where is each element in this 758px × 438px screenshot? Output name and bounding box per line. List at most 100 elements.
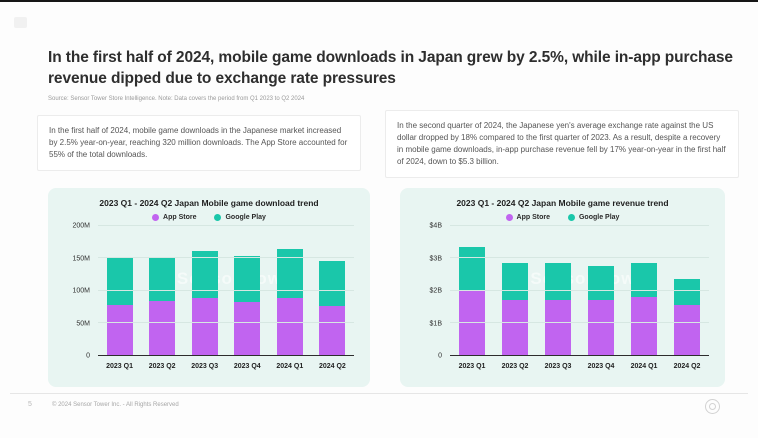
bars — [450, 226, 709, 355]
bar-segment — [674, 305, 700, 355]
chart-legend: App Store Google Play — [400, 214, 725, 221]
legend-label: App Store — [516, 214, 550, 221]
bar-segment — [631, 263, 657, 297]
chart-title: 2023 Q1 - 2024 Q2 Japan Mobile game down… — [99, 198, 319, 208]
app-logo-icon — [14, 17, 27, 28]
gridline — [98, 257, 354, 259]
x-tick-label: 2023 Q2 — [501, 363, 529, 370]
y-tick-label: 150M — [72, 255, 90, 262]
bar-segment — [234, 302, 261, 355]
bar-slot — [311, 226, 353, 355]
legend-dot-icon — [505, 214, 513, 221]
bar-segment — [191, 297, 218, 355]
stacked-bar — [106, 256, 133, 355]
stacked-bar — [191, 250, 218, 355]
stacked-bar — [149, 258, 176, 355]
x-tick-label: 2024 Q1 — [630, 363, 658, 370]
bar-segment — [459, 290, 485, 355]
bar-segment — [502, 263, 528, 301]
x-tick-label: 2024 Q1 — [276, 363, 304, 370]
bar-slot — [623, 226, 665, 355]
page-title: In the first half of 2024, mobile game d… — [48, 49, 733, 87]
revenue-summary-paragraph: In the second quarter of 2024, the Japan… — [385, 110, 739, 178]
source-note: Source: Sensor Tower Store Intelligence.… — [48, 96, 305, 102]
legend-label: Google Play — [225, 214, 266, 221]
legend-dot-icon — [567, 214, 575, 221]
y-tick-label: 100M — [72, 287, 90, 295]
x-tick-label: 2023 Q1 — [106, 363, 133, 370]
legend-dot-icon — [152, 214, 160, 221]
bar-slot — [451, 226, 493, 355]
legend-dot-icon — [214, 214, 222, 221]
bar-slot — [537, 226, 579, 355]
stacked-bar — [502, 263, 528, 355]
bar-segment — [631, 296, 657, 355]
bar-segment — [588, 266, 614, 301]
stacked-bar — [276, 248, 303, 355]
legend-label: Google Play — [578, 214, 620, 221]
revenue-chart-panel: 2023 Q1 - 2024 Q2 Japan Mobile game reve… — [400, 188, 725, 387]
y-tick-label: 50M — [76, 320, 90, 327]
gridline — [450, 289, 709, 291]
stacked-bar — [588, 266, 614, 355]
stacked-bar — [631, 263, 657, 355]
gridline — [450, 225, 709, 226]
plot: Sensor Tower — [98, 225, 354, 356]
bar-segment — [149, 258, 176, 302]
bar-segment — [276, 298, 303, 355]
bar-segment — [319, 305, 346, 355]
bar-slot — [184, 226, 226, 355]
x-tick-label: 2023 Q4 — [587, 363, 615, 370]
chart-plot-area: 0 50M 100M 150M 200M Sensor Tower 2023 Q1 202… — [54, 222, 362, 376]
bar-segment — [276, 248, 303, 299]
copyright-text: © 2024 Sensor Tower Inc. - All Rights Re… — [52, 402, 179, 408]
y-tick-label: 200M — [72, 222, 90, 230]
x-tick-label: 2024 Q2 — [673, 363, 701, 370]
bar-slot — [666, 226, 708, 355]
bar-segment — [234, 255, 261, 303]
bar-segment — [106, 256, 133, 305]
x-tick-label: 2023 Q4 — [233, 363, 261, 370]
bar-slot — [494, 226, 536, 355]
y-tick-label: $1B — [429, 320, 442, 327]
bar-slot — [269, 226, 311, 355]
stacked-bar — [319, 260, 346, 355]
bar-segment — [149, 301, 176, 355]
x-axis-labels: 2023 Q1 2023 Q2 2023 Q3 2023 Q4 2024 Q1 2024 … — [98, 356, 354, 376]
y-axis: 0 50M 100M 150M 200M — [54, 222, 98, 360]
bar-segment — [545, 263, 571, 301]
bar-slot — [141, 226, 183, 355]
y-tick-label: $2B — [429, 287, 442, 295]
bar-segment — [459, 246, 485, 291]
chart-legend: App Store Google Play — [48, 214, 370, 221]
gridline — [98, 225, 354, 226]
bar-segment — [674, 279, 700, 306]
stacked-bar — [545, 263, 571, 355]
bar-slot — [580, 226, 622, 355]
bars — [98, 226, 354, 355]
footer-divider — [10, 393, 748, 394]
downloads-summary-paragraph: In the first half of 2024, mobile game d… — [37, 115, 361, 171]
y-tick-label: 0 — [86, 352, 90, 360]
stacked-bar — [234, 255, 261, 355]
legend-label: App Store — [163, 214, 197, 221]
legend-item: App Store — [152, 214, 196, 221]
bar-segment — [545, 300, 571, 355]
gridline — [450, 257, 709, 259]
page-number: 5 — [28, 401, 32, 408]
x-axis-labels: 2023 Q1 2023 Q2 2023 Q3 2023 Q4 2024 Q1 2024 … — [450, 356, 709, 376]
bar-segment — [319, 260, 346, 306]
legend-item: Google Play — [567, 214, 620, 221]
bar-segment — [502, 300, 528, 355]
x-tick-label: 2023 Q1 — [458, 363, 486, 370]
legend-item: Google Play — [214, 214, 266, 221]
bar-segment — [588, 300, 614, 355]
x-tick-label: 2023 Q3 — [544, 363, 572, 370]
y-axis: 0 $1B $2B $3B $4B — [406, 223, 450, 360]
downloads-chart-panel: 2023 Q1 - 2024 Q2 Japan Mobile game down… — [48, 188, 370, 387]
legend-item: App Store — [505, 214, 550, 221]
gridline — [450, 321, 709, 323]
top-border-strip — [0, 0, 758, 2]
